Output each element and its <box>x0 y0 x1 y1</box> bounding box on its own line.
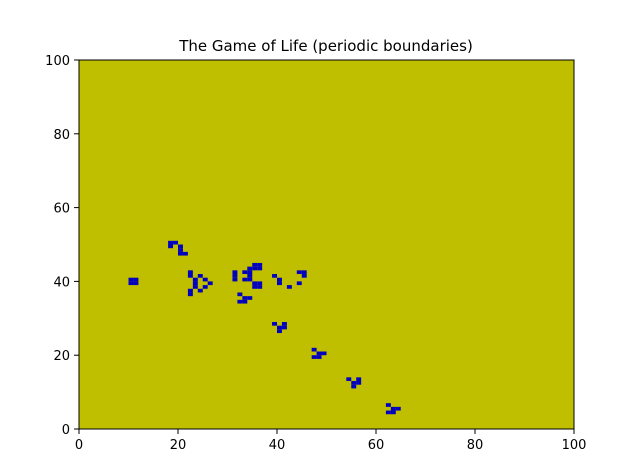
alive-cell <box>242 277 248 282</box>
x-tick-label: 0 <box>75 438 83 453</box>
alive-cell <box>133 281 139 286</box>
alive-cell <box>247 266 253 271</box>
alive-cell <box>257 281 263 286</box>
alive-cell <box>187 292 193 297</box>
alive-cell <box>178 244 183 249</box>
alive-cell <box>301 274 307 278</box>
alive-cell <box>178 248 183 252</box>
alive-cell <box>128 277 134 282</box>
alive-cell <box>192 277 198 282</box>
alive-cell <box>385 403 391 407</box>
alive-cell <box>242 299 248 304</box>
alive-cell <box>395 406 401 411</box>
alive-cell <box>346 377 352 382</box>
alive-cell <box>237 299 243 304</box>
alive-cell <box>296 281 302 286</box>
alive-cell <box>311 355 317 359</box>
alive-cell <box>272 321 277 326</box>
alive-cell <box>311 347 317 352</box>
alive-cell <box>356 377 362 382</box>
alive-cell <box>232 274 238 278</box>
plot-area <box>79 60 574 429</box>
alive-cell <box>232 270 238 275</box>
x-tick-label: 100 <box>562 438 587 453</box>
alive-cell <box>257 262 263 267</box>
x-tick-label: 80 <box>467 438 484 453</box>
alive-cell <box>252 281 258 286</box>
x-tick-label: 20 <box>170 438 187 453</box>
x-tick-label: 40 <box>269 438 286 453</box>
alive-cell <box>237 292 243 297</box>
alive-cell <box>247 277 253 282</box>
y-tick-label: 100 <box>45 54 70 69</box>
alive-cell <box>281 321 287 326</box>
alive-cell <box>316 351 322 356</box>
alive-cell <box>316 355 322 359</box>
plot-frame <box>78 59 575 430</box>
alive-cell <box>277 281 282 286</box>
alive-cell <box>351 384 357 389</box>
alive-cell <box>252 266 258 271</box>
alive-cell <box>173 240 178 245</box>
alive-cell <box>351 381 357 385</box>
y-tick-label: 80 <box>53 128 70 143</box>
alive-cell <box>286 285 292 289</box>
alive-cell <box>296 270 302 275</box>
alive-cell <box>277 277 282 282</box>
alive-cell <box>187 274 193 278</box>
alive-cell <box>257 266 263 271</box>
alive-cell <box>242 296 248 300</box>
alive-cell <box>301 270 307 275</box>
alive-cell <box>128 281 134 286</box>
y-axis: 0 20 40 60 80 100 <box>45 54 79 438</box>
alive-cell <box>197 274 203 278</box>
alive-cell <box>247 270 253 275</box>
alive-cell <box>277 329 282 334</box>
alive-cell <box>390 406 396 411</box>
alive-cell <box>257 285 263 289</box>
alive-cell <box>277 325 282 330</box>
alive-cell <box>192 285 198 289</box>
cells-layer <box>128 240 401 415</box>
alive-cell <box>207 281 213 286</box>
alive-cell <box>133 277 139 282</box>
alive-cell <box>247 296 253 300</box>
alive-cell <box>168 240 174 245</box>
alive-cell <box>281 325 287 330</box>
y-tick-label: 0 <box>62 423 70 438</box>
alive-cell <box>187 270 193 275</box>
alive-cell <box>252 285 258 289</box>
x-tick-label: 60 <box>368 438 385 453</box>
y-tick-label: 20 <box>53 349 70 364</box>
alive-cell <box>168 244 174 249</box>
alive-cell <box>202 285 208 289</box>
alive-cell <box>252 262 258 267</box>
alive-cell <box>242 270 248 275</box>
alive-cell <box>178 251 183 256</box>
alive-cell <box>272 274 277 278</box>
alive-cell <box>182 251 188 256</box>
alive-cell <box>247 274 253 278</box>
x-axis: 0 20 40 60 80 100 <box>75 429 587 453</box>
alive-cell <box>202 277 208 282</box>
alive-cell <box>197 288 203 293</box>
alive-cell <box>390 410 396 415</box>
alive-cell <box>356 381 362 385</box>
alive-cell <box>385 410 391 415</box>
chart-title: The Game of Life (periodic boundaries) <box>178 37 473 55</box>
alive-cell <box>192 281 198 286</box>
y-tick-label: 40 <box>53 275 70 290</box>
alive-cell <box>187 288 193 293</box>
y-tick-label: 60 <box>53 202 70 217</box>
alive-cell <box>321 351 327 356</box>
alive-cell <box>232 277 238 282</box>
